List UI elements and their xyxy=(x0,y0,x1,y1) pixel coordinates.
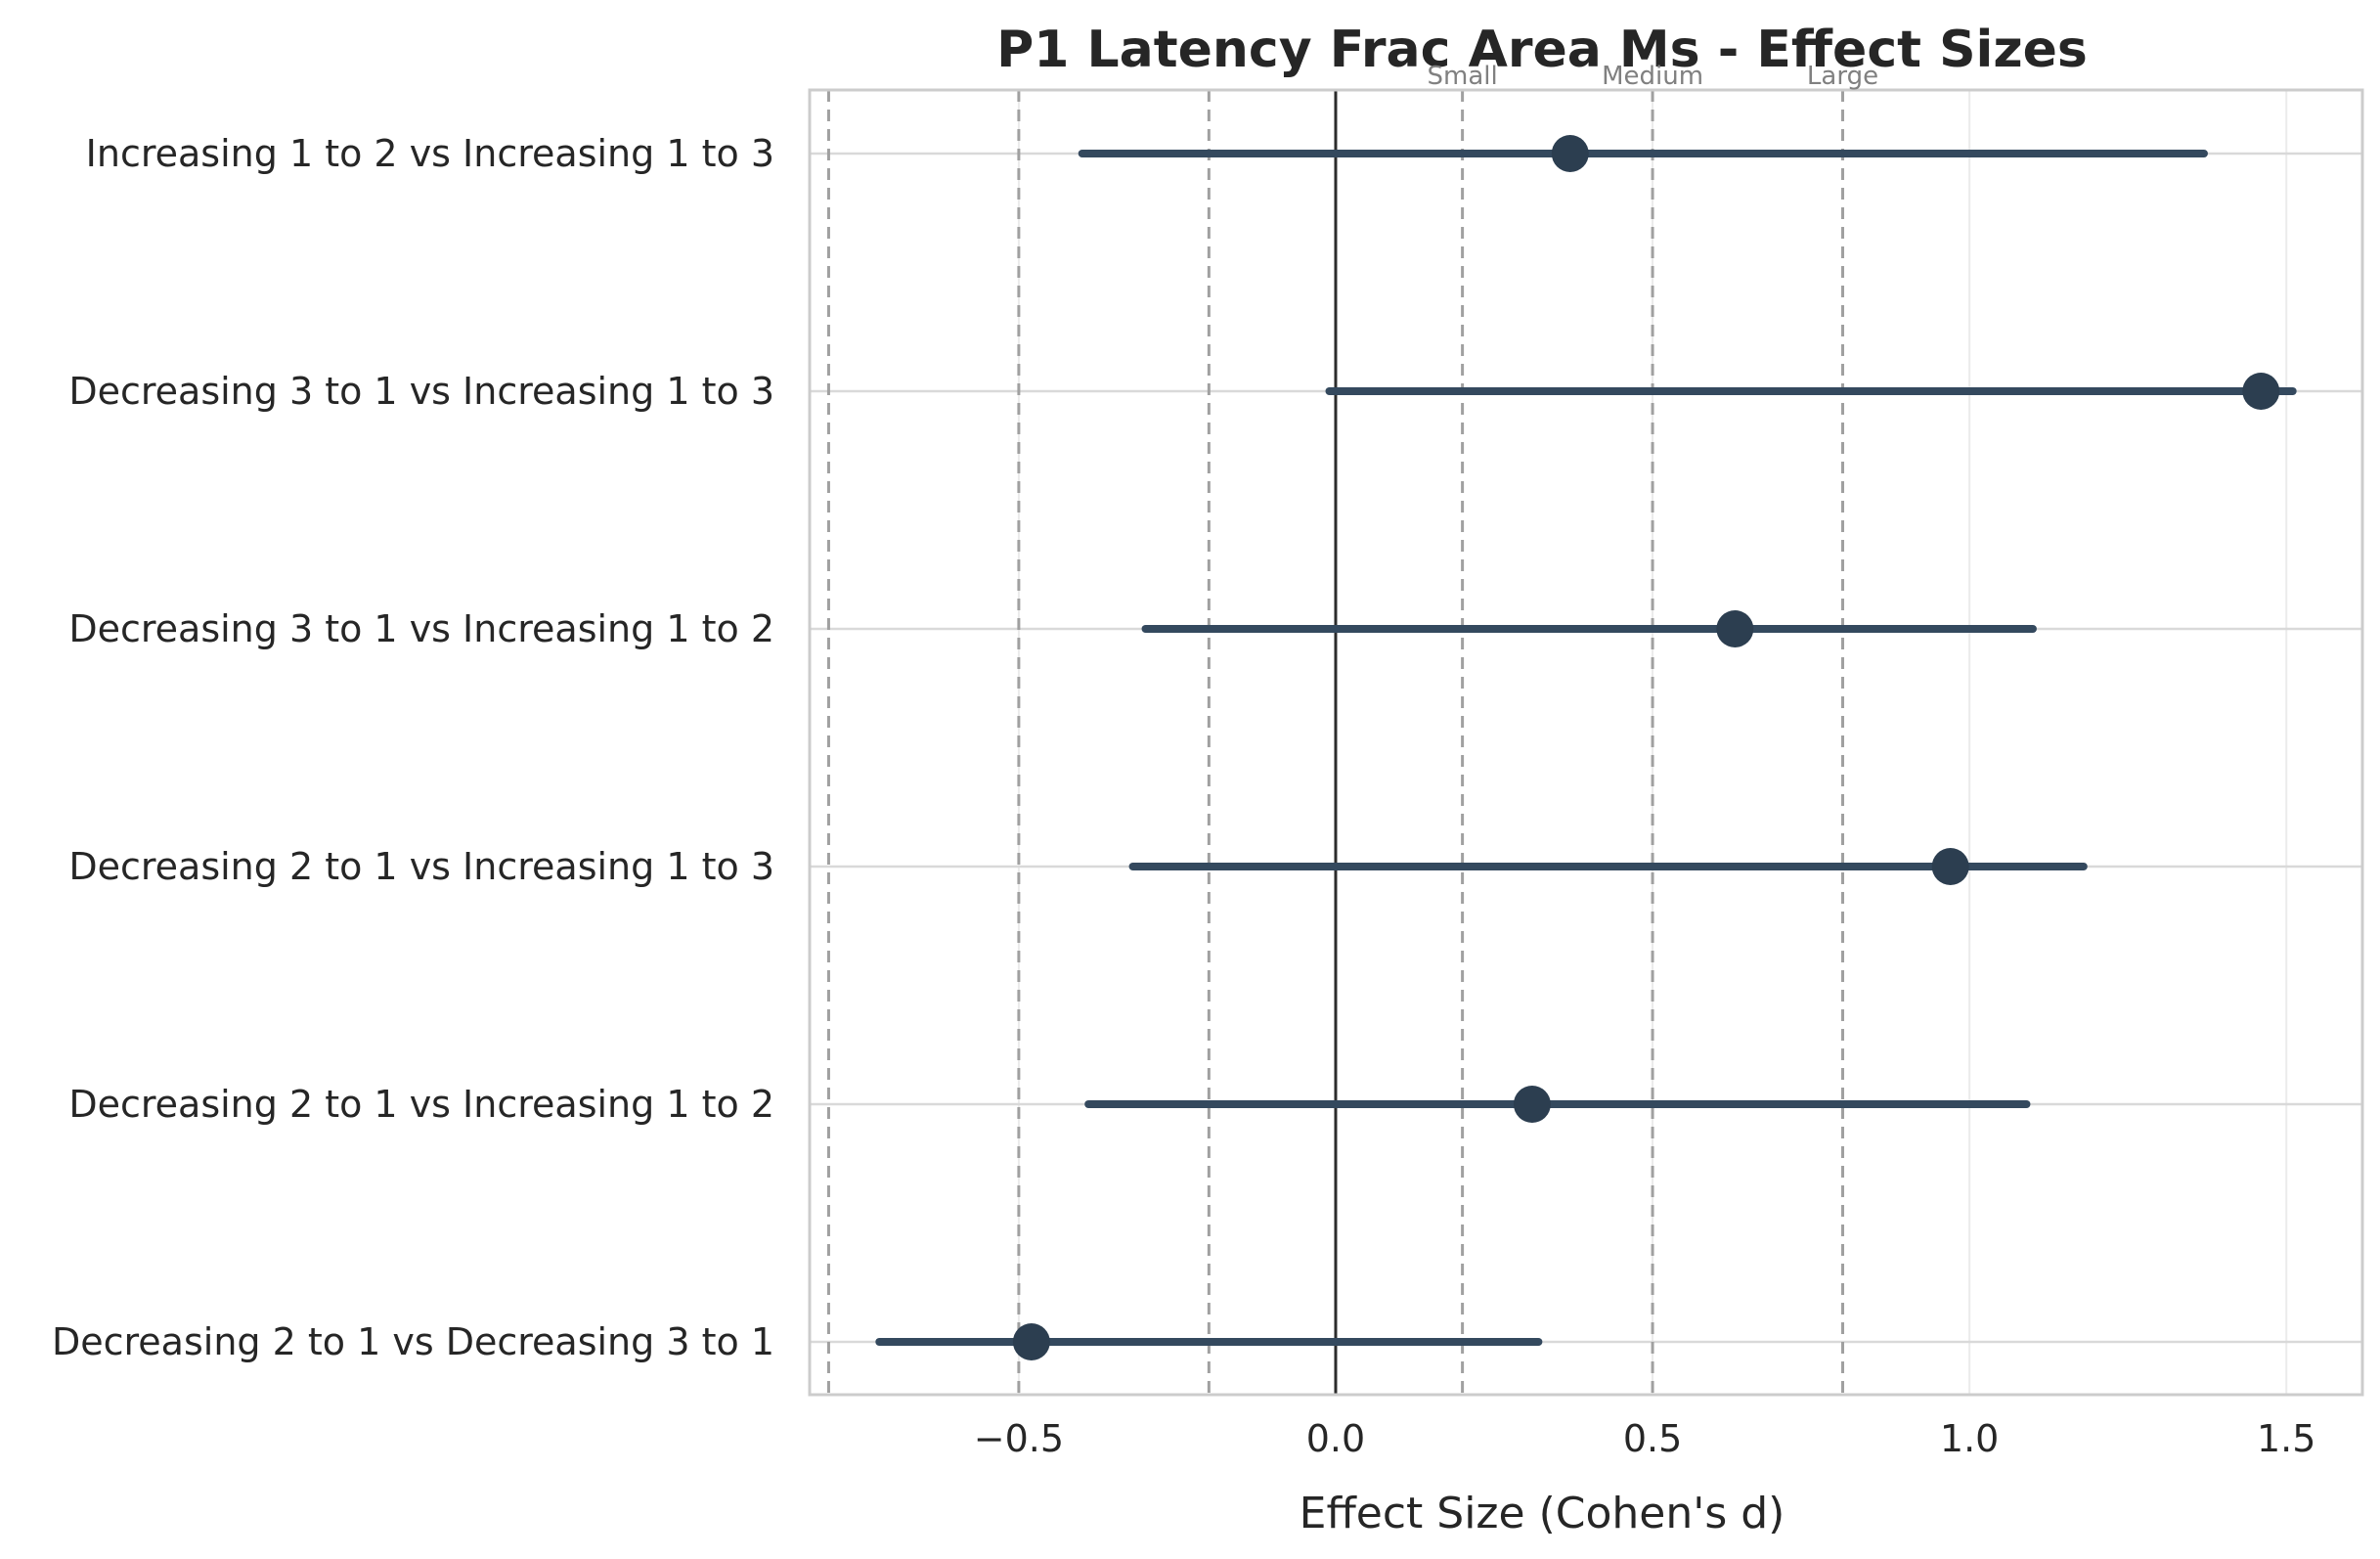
effect-point xyxy=(1551,135,1589,172)
plot-frame xyxy=(808,88,2364,1397)
reference-label: Small xyxy=(1427,62,1497,91)
effect-point xyxy=(2242,373,2280,410)
x-tick-label: 0.0 xyxy=(1306,1417,1365,1460)
x-tick-label: 1.5 xyxy=(2257,1417,2315,1460)
x-axis-label: Effect Size (Cohen's d) xyxy=(1300,1489,1785,1538)
effect-point xyxy=(1513,1086,1551,1123)
x-tick-label: 1.0 xyxy=(1940,1417,1999,1460)
category-label: Decreasing 2 to 1 vs Increasing 1 to 2 xyxy=(68,1083,774,1126)
grid-layer xyxy=(810,90,2362,1395)
effect-points xyxy=(1012,135,2280,1360)
effect-point xyxy=(1716,610,1754,647)
effect-point xyxy=(1931,848,1969,885)
x-tick-label: −0.5 xyxy=(974,1417,1064,1460)
reference-label: Large xyxy=(1807,62,1878,91)
category-label: Decreasing 3 to 1 vs Increasing 1 to 2 xyxy=(68,607,774,650)
category-label: Decreasing 2 to 1 vs Increasing 1 to 3 xyxy=(68,845,774,888)
effect-point xyxy=(1012,1323,1050,1360)
reference-lines xyxy=(826,90,1845,1395)
category-label: Decreasing 2 to 1 vs Decreasing 3 to 1 xyxy=(52,1320,774,1363)
reference-label: Medium xyxy=(1602,62,1703,91)
reference-labels: Small Medium Large xyxy=(1427,62,1878,91)
x-tick-labels: −0.5 0.0 0.5 1.0 1.5 xyxy=(974,1417,2316,1460)
x-tick-label: 0.5 xyxy=(1623,1417,1682,1460)
category-label: Decreasing 3 to 1 vs Increasing 1 to 3 xyxy=(68,370,774,413)
confidence-intervals xyxy=(875,150,2297,1346)
category-labels: Increasing 1 to 2 vs Increasing 1 to 3 De… xyxy=(52,132,774,1363)
chart-title: P1 Latency Frac Area Ms - Effect Sizes xyxy=(996,21,2088,79)
category-label: Increasing 1 to 2 vs Increasing 1 to 3 xyxy=(86,132,774,175)
